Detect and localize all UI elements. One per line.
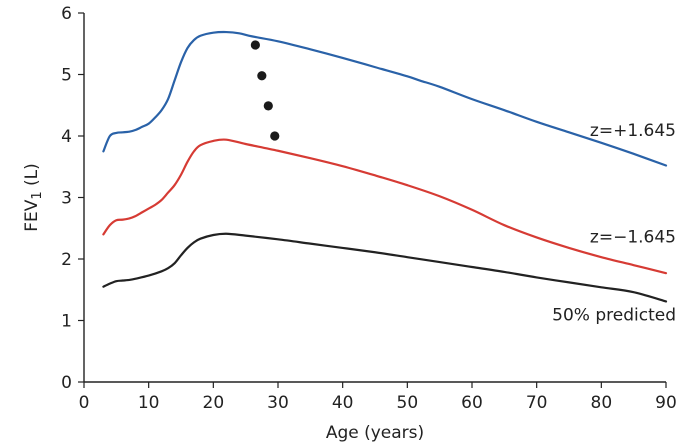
x-tick-label: 90	[655, 393, 677, 413]
series-line-lower-lln	[102, 138, 668, 275]
y-axis-title: FEV1 (L)	[22, 163, 45, 232]
y-axis-title-main: FEV	[22, 199, 42, 232]
y-axis-title-subscript: 1	[30, 191, 45, 199]
x-axis-title: Age (years)	[326, 423, 424, 443]
x-ticks: 0 10 20 30 40 50 60 70 80 90	[79, 382, 677, 413]
data-point-marker	[263, 101, 273, 111]
x-tick-label: 70	[526, 393, 548, 413]
series-label: z=+1.645	[590, 121, 676, 141]
data-point-marker	[270, 131, 280, 141]
x-tick-label: 50	[397, 393, 419, 413]
y-tick-label: 0	[61, 373, 72, 393]
series-layer	[102, 30, 668, 303]
y-tick-label: 1	[61, 312, 72, 332]
y-ticks: 0 1 2 3 4 5 6	[61, 4, 84, 393]
data-point-marker	[250, 40, 260, 50]
x-tick-label: 30	[267, 393, 289, 413]
series-line-upper-lln	[102, 30, 668, 167]
y-tick-label: 2	[61, 250, 72, 270]
y-axis-title-tail: (L)	[22, 163, 42, 191]
x-tick-label: 60	[461, 393, 483, 413]
series-label: z=−1.645	[590, 227, 676, 247]
y-tick-label: 6	[61, 4, 72, 24]
marker-layer	[250, 40, 280, 141]
data-point-marker	[257, 71, 267, 81]
axes	[83, 13, 666, 383]
x-tick-label: 20	[203, 393, 225, 413]
x-tick-label: 80	[591, 393, 613, 413]
x-tick-label: 10	[138, 393, 160, 413]
series-label: 50% predicted	[552, 306, 676, 326]
y-tick-label: 4	[61, 127, 72, 147]
y-tick-label: 5	[61, 66, 72, 86]
series-line-50-predicted	[102, 232, 668, 303]
y-tick-label: 3	[61, 189, 72, 209]
x-tick-label: 0	[79, 393, 90, 413]
series-label-layer: z=+1.645 z=−1.645 50% predicted	[552, 121, 676, 326]
x-tick-label: 40	[332, 393, 354, 413]
